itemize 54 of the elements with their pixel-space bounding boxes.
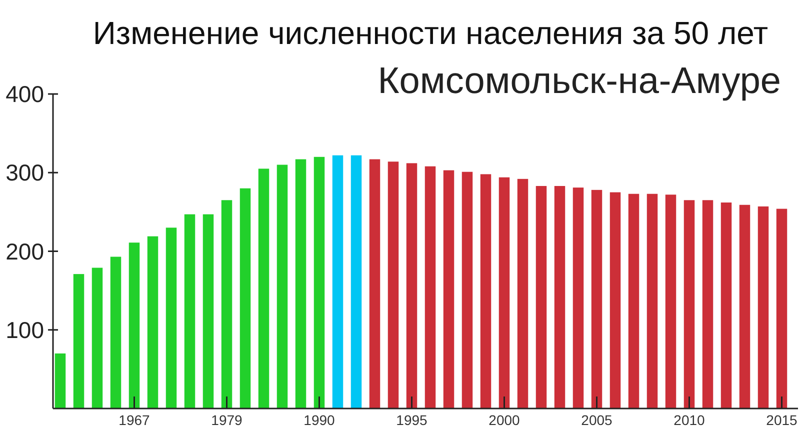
- bar: [314, 156, 325, 408]
- bar: [110, 256, 122, 408]
- bar: [776, 208, 788, 408]
- x-tick-label: 1995: [396, 412, 428, 427]
- bar: [684, 200, 695, 408]
- bar: [554, 186, 566, 408]
- y-tick-label: 100: [6, 316, 44, 343]
- bar: [350, 155, 362, 408]
- bar: [536, 186, 547, 408]
- bar: [443, 170, 454, 408]
- bar: [258, 168, 270, 408]
- chart-subtitle: Комсомольск-на-Амуре: [378, 60, 781, 101]
- bar: [517, 178, 528, 408]
- bar: [73, 274, 84, 408]
- bar: [665, 194, 676, 408]
- chart-title: Изменение численности населения за 50 лет: [92, 15, 768, 51]
- bar: [406, 163, 418, 408]
- bar: [480, 174, 492, 408]
- bar: [462, 172, 473, 408]
- bar: [591, 190, 602, 408]
- bar: [54, 353, 66, 408]
- x-tick-label: 1967: [118, 412, 150, 427]
- bar: [202, 214, 214, 408]
- bar: [758, 206, 769, 408]
- bar: [92, 268, 103, 408]
- bar: [295, 159, 306, 408]
- bar: [128, 242, 140, 408]
- bar: [424, 166, 436, 408]
- y-tick-label: 300: [6, 160, 44, 186]
- y-tick-label: 200: [6, 238, 44, 264]
- x-tick-label: 2015: [766, 412, 798, 427]
- bar: [739, 204, 750, 408]
- x-tick-label: 1990: [304, 412, 336, 427]
- bar: [221, 200, 232, 408]
- bar: [498, 177, 510, 408]
- bar: [720, 202, 732, 408]
- x-tick-label: 1979: [211, 412, 243, 427]
- x-tick-label: 2000: [488, 412, 520, 427]
- bar: [166, 228, 177, 408]
- bar: [240, 188, 251, 408]
- bar: [628, 194, 640, 408]
- bar: [184, 214, 196, 408]
- bar: [147, 236, 158, 408]
- bar: [332, 155, 344, 408]
- bar: [702, 200, 714, 408]
- bar: [610, 192, 621, 408]
- bar: [388, 162, 399, 408]
- bar: [646, 194, 658, 408]
- x-tick-label: 2010: [674, 412, 706, 427]
- bar: [276, 164, 288, 408]
- bar: [369, 159, 380, 408]
- y-tick-label: 400: [6, 81, 44, 108]
- bar: [572, 188, 584, 408]
- x-tick-label: 2005: [581, 412, 613, 427]
